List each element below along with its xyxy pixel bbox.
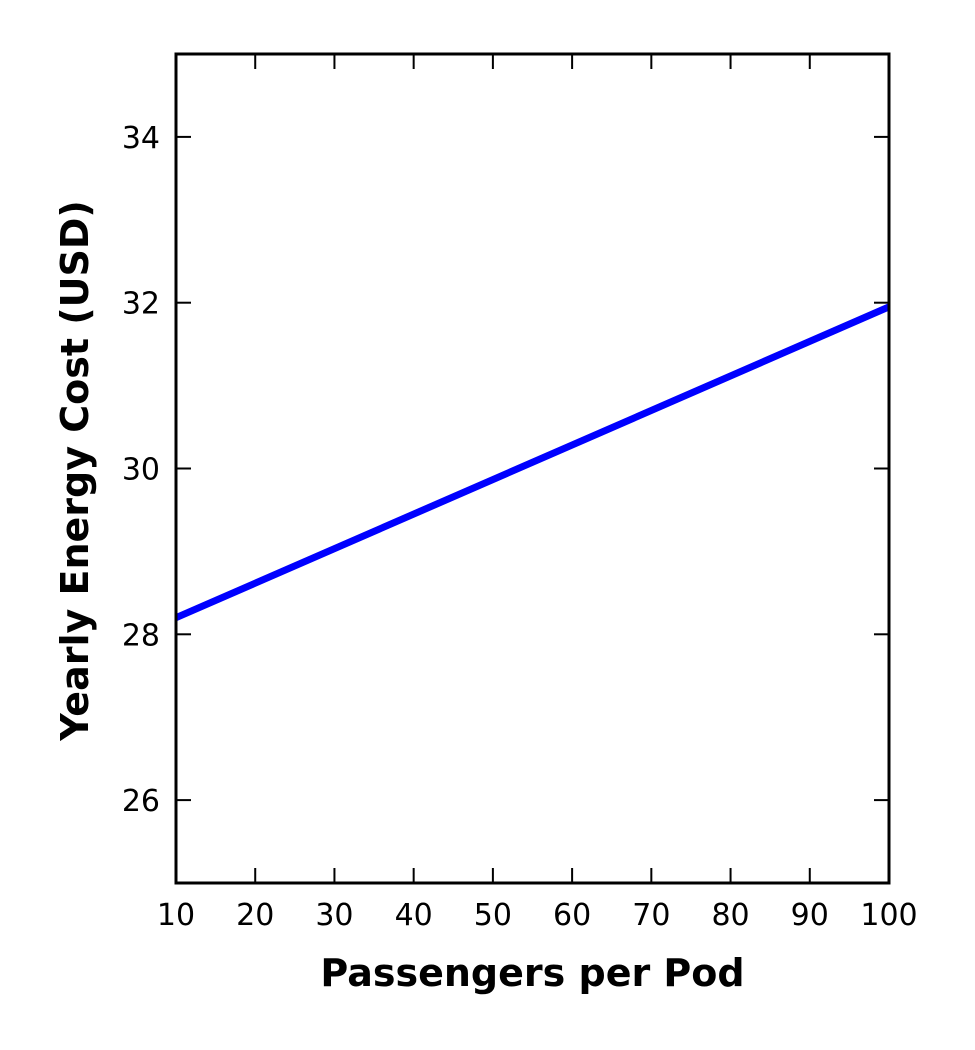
x-tick-label: 10: [157, 898, 195, 933]
y-tick-label: 34: [122, 121, 160, 156]
x-tick-label: 70: [632, 898, 670, 933]
x-tick-label: 80: [711, 898, 749, 933]
axis-ticks: [175, 54, 890, 883]
series-line: [174, 303, 891, 621]
y-tick-label: 28: [122, 618, 160, 653]
x-tick-label: 60: [553, 898, 591, 933]
x-axis-label: Passengers per Pod: [320, 951, 744, 995]
series-lines: [174, 303, 891, 621]
tick-labels: 10 20 30 40 50 60 70 80 90 100 26 28 30 32 34: [122, 121, 918, 933]
y-tick-label: 26: [122, 784, 160, 819]
y-axis-label: Yearly Energy Cost (USD): [53, 200, 97, 741]
x-tick-label: 20: [236, 898, 274, 933]
y-tick-label: 30: [122, 453, 160, 488]
x-tick-label: 50: [474, 898, 512, 933]
x-tick-label: 100: [860, 898, 917, 933]
x-tick-label: 40: [395, 898, 433, 933]
x-tick-label: 90: [791, 898, 829, 933]
y-tick-label: 32: [122, 287, 160, 322]
x-tick-label: 30: [315, 898, 353, 933]
axes-frame: [174, 52, 891, 885]
